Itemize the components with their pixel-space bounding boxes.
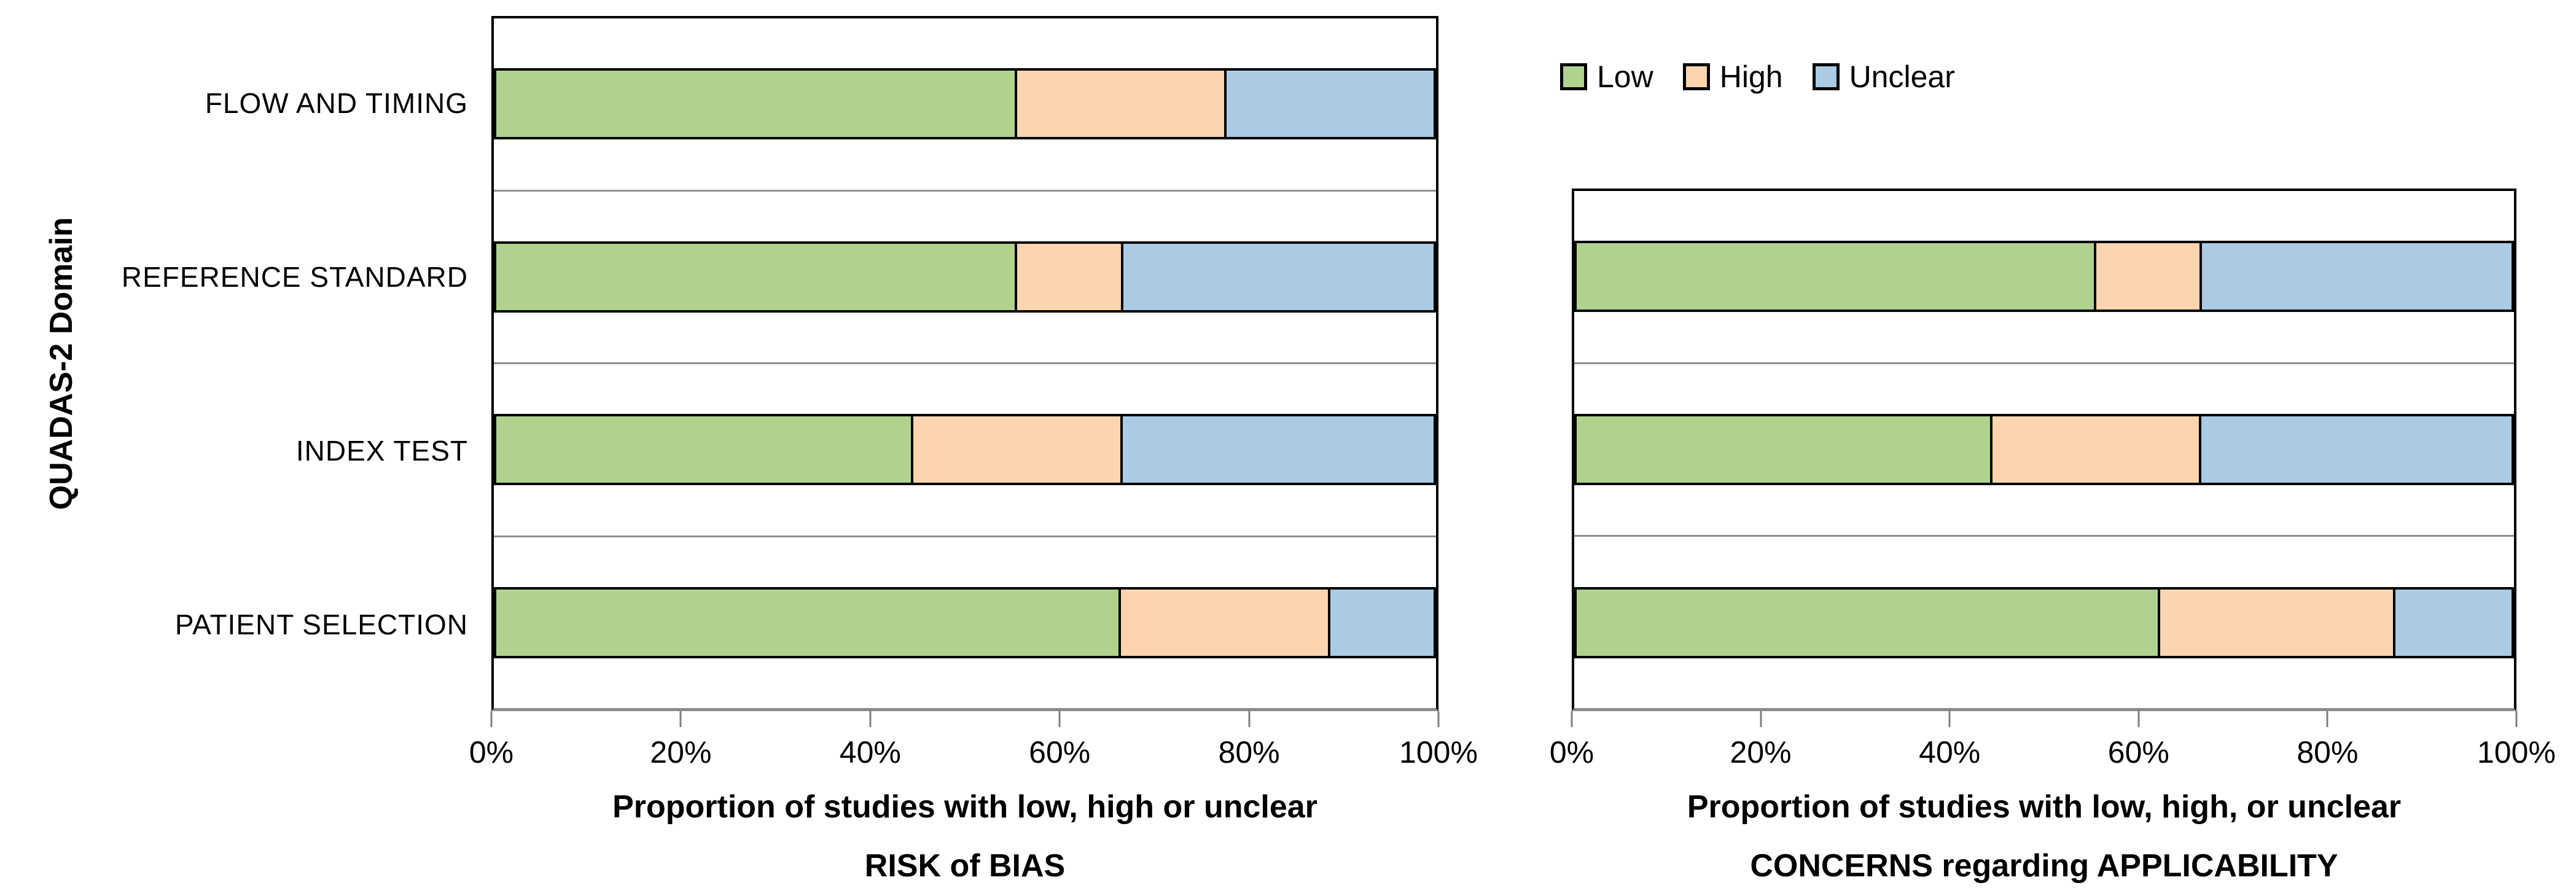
x-tick-label: 80% <box>1218 735 1280 769</box>
x-tick-label: 40% <box>839 735 901 769</box>
x-tick-label: 80% <box>2297 735 2359 769</box>
x-tick-label: 40% <box>1919 735 1981 769</box>
stacked-bar <box>1574 241 2514 313</box>
category-band <box>494 192 1436 364</box>
bar-segment-low <box>496 71 1018 138</box>
x-tick <box>2137 711 2140 727</box>
legend-label: High <box>1719 60 1783 94</box>
x-tick <box>1571 711 1573 727</box>
bar-segment-unclear <box>2201 416 2512 483</box>
category-label: INDEX TEST <box>295 434 468 467</box>
x-axis-ticks <box>1571 711 2518 730</box>
x-axis-ticks <box>490 711 1440 730</box>
x-tick <box>1437 711 1440 727</box>
x-tick <box>1948 711 1951 727</box>
x-tick-label: 0% <box>469 735 514 769</box>
bar-segment-unclear <box>1330 589 1434 656</box>
category-band <box>494 537 1436 709</box>
x-tick <box>1248 711 1251 727</box>
x-axis-tick-labels: 0% 20% 40% 60% 80% 100% <box>469 734 1478 777</box>
x-axis-title-line1: Proportion of studies with low, high or … <box>612 789 1317 825</box>
x-tick-label: 60% <box>1029 735 1091 769</box>
stacked-bar <box>1574 414 2514 485</box>
x-tick-label: 100% <box>2477 735 2556 769</box>
legend-swatch-low <box>1560 63 1587 90</box>
bar-segment-low <box>1577 416 1992 483</box>
legend-label: Unclear <box>1849 60 1955 94</box>
x-tick <box>1760 711 1762 727</box>
bar-segment-high <box>913 416 1123 483</box>
bar-segment-low <box>496 416 913 483</box>
bar-segment-unclear <box>1227 71 1434 138</box>
legend-swatch-high <box>1682 63 1710 90</box>
x-tick-label: 20% <box>650 735 712 769</box>
bar-segment-low <box>496 243 1018 310</box>
bar-segment-low <box>1577 589 2161 656</box>
category-band <box>1574 191 2514 364</box>
category-band <box>494 18 1436 192</box>
bar-segment-unclear <box>2201 243 2512 310</box>
x-tick-label: 100% <box>1399 735 1478 769</box>
applicability-plot-area <box>1572 189 2516 711</box>
bar-segment-unclear <box>2395 589 2512 656</box>
legend-item: High <box>1682 59 1783 95</box>
x-axis-title: Proportion of studies with low, high, or… <box>1572 777 2516 888</box>
legend-swatch-unclear <box>1812 63 1840 90</box>
category-band <box>494 364 1436 537</box>
x-axis-title: Proportion of studies with low, high or … <box>491 777 1438 888</box>
x-axis-title-line2: RISK of BIAS <box>864 848 1066 884</box>
x-tick <box>869 711 872 727</box>
stacked-bar <box>494 68 1436 140</box>
x-tick <box>2326 711 2328 727</box>
legend-label: Low <box>1597 60 1653 94</box>
bar-segment-low <box>1577 243 2096 310</box>
bar-segment-high <box>1992 416 2202 483</box>
x-tick <box>490 711 493 727</box>
bar-segment-high <box>2160 589 2395 656</box>
x-tick-label: 0% <box>1549 735 1594 769</box>
bar-segment-high <box>1017 71 1227 138</box>
category-band <box>1574 364 2514 537</box>
x-tick <box>2515 711 2518 727</box>
bar-segment-high <box>1017 243 1123 310</box>
risk-of-bias-plot-area <box>491 16 1438 711</box>
stacked-bar <box>494 414 1436 486</box>
stacked-bar <box>494 241 1436 313</box>
x-axis-tick-labels: 0% 20% 40% 60% 80% 100% <box>1550 734 2556 777</box>
stacked-bar <box>1574 586 2514 658</box>
bar-segment-low <box>496 589 1121 656</box>
legend-item: Low <box>1560 59 1653 95</box>
x-axis-title-line1: Proportion of studies with low, high, or… <box>1687 789 2402 825</box>
x-tick-label: 20% <box>1730 735 1792 769</box>
legend-item: Unclear <box>1812 59 1955 95</box>
bar-segment-high <box>1120 589 1330 656</box>
x-tick <box>1058 711 1061 727</box>
stacked-bar <box>494 586 1436 658</box>
bar-segment-unclear <box>1123 243 1434 310</box>
x-tick <box>679 711 682 727</box>
bar-segment-unclear <box>1123 416 1434 483</box>
legend: Low High Unclear <box>1560 59 1955 95</box>
x-axis-title-line2: CONCERNS regarding APPLICABILITY <box>1750 848 2338 884</box>
bar-segment-high <box>2096 243 2202 310</box>
category-band <box>1574 537 2514 708</box>
category-label: FLOW AND TIMING <box>205 87 468 119</box>
category-label: REFERENCE STANDARD <box>121 260 468 293</box>
category-label: PATIENT SELECTION <box>174 608 468 641</box>
x-tick-label: 60% <box>2107 735 2169 769</box>
category-labels-column: FLOW AND TIMING REFERENCE STANDARD INDEX T… <box>0 16 468 711</box>
